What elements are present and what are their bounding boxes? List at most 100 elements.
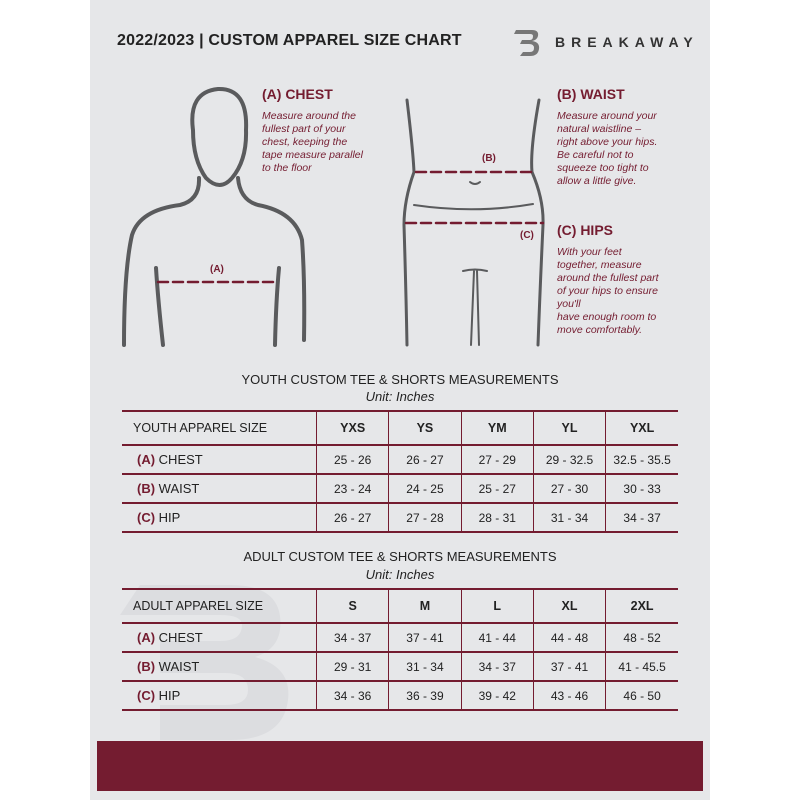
waist-heading: (B) WAIST	[557, 86, 625, 102]
measure-label: (C) HIP	[122, 502, 317, 533]
size-header: S	[315, 588, 389, 624]
measure-label: (B) WAIST	[122, 473, 317, 504]
table-cell: 46 - 50	[605, 680, 678, 711]
measure-name: HIP	[158, 688, 181, 703]
chest-heading: (A) CHEST	[262, 86, 333, 102]
table-cell: 28 - 31	[460, 502, 534, 533]
chest-marker: (A)	[210, 264, 224, 275]
measure-code: (B)	[137, 481, 156, 496]
hips-heading: (C) HIPS	[557, 222, 613, 238]
measure-name: CHEST	[158, 452, 203, 467]
table-row: (B) WAIST 23 - 24 24 - 25 25 - 27 27 - 30 30 …	[122, 473, 678, 504]
size-label: YOUTH APPAREL SIZE	[122, 410, 317, 446]
measure-code: (C)	[137, 688, 156, 703]
lower-body-figure	[402, 98, 545, 347]
hips-guide: (C) HIPS With your feet together, measur…	[557, 222, 659, 337]
table-cell: 34 - 37	[605, 502, 678, 533]
desc-line: have enough room to	[557, 311, 657, 323]
desc-line: tape measure parallel	[262, 149, 363, 161]
table-row: (A) CHEST 34 - 37 37 - 41 41 - 44 44 - 48 48 …	[122, 622, 678, 653]
measure-label: (A) CHEST	[122, 444, 317, 475]
size-header: XL	[532, 588, 606, 624]
size-label: ADULT APPAREL SIZE	[122, 588, 317, 624]
size-header: YXS	[315, 410, 389, 446]
chest-guide: (A) CHEST Measure around the fullest par…	[262, 86, 363, 175]
table-cell: 48 - 52	[605, 622, 678, 653]
size-header: 2XL	[605, 588, 678, 624]
footer-band	[97, 741, 703, 791]
table-cell: 27 - 29	[460, 444, 534, 475]
adult-size-table: ADULT APPAREL SIZE S M L XL 2XL (A) CHEST 34 - …	[122, 588, 678, 711]
adult-unit: Unit: Inches	[365, 567, 435, 582]
measure-code: (B)	[137, 659, 156, 674]
youth-size-table: YOUTH APPAREL SIZE YXS YS YM YL YXL (A) CHEST 2…	[122, 410, 678, 533]
size-header: M	[388, 588, 462, 624]
table-cell: 36 - 39	[388, 680, 462, 711]
table-cell: 25 - 26	[315, 444, 389, 475]
table-cell: 34 - 36	[315, 680, 389, 711]
size-header: YM	[460, 410, 534, 446]
desc-line: you'll	[557, 298, 581, 310]
table-cell: 31 - 34	[388, 651, 462, 682]
size-header: YL	[532, 410, 606, 446]
measure-label: (B) WAIST	[122, 651, 317, 682]
table-header-row: ADULT APPAREL SIZE S M L XL 2XL	[122, 588, 678, 624]
youth-unit: Unit: Inches	[365, 389, 435, 404]
size-header: L	[460, 588, 534, 624]
waist-marker: (B)	[482, 153, 496, 164]
measure-name: HIP	[158, 510, 181, 525]
desc-line: chest, keeping the	[262, 136, 348, 148]
table-cell: 39 - 42	[460, 680, 534, 711]
table-row: (B) WAIST 29 - 31 31 - 34 34 - 37 37 - 41 41 …	[122, 651, 678, 682]
desc-line: right above your hips.	[557, 136, 658, 148]
table-cell: 23 - 24	[315, 473, 389, 504]
desc-line: move comfortably.	[557, 324, 642, 336]
table-row: (C) HIP 26 - 27 27 - 28 28 - 31 31 - 34 34 - …	[122, 502, 678, 533]
table-cell: 37 - 41	[388, 622, 462, 653]
measure-name: CHEST	[158, 630, 203, 645]
desc-line: to the floor	[262, 162, 312, 174]
desc-line: together, measure	[557, 259, 642, 271]
table-cell: 24 - 25	[388, 473, 462, 504]
size-header: YXL	[605, 410, 678, 446]
measure-name: WAIST	[158, 481, 200, 496]
table-cell: 43 - 46	[532, 680, 606, 711]
desc-line: around the fullest part	[557, 272, 659, 284]
desc-line: Measure around your	[557, 110, 657, 122]
desc-line: squeeze too tight to	[557, 162, 649, 174]
body-figures	[122, 86, 545, 347]
table-cell: 31 - 34	[532, 502, 606, 533]
hips-description: With your feet together, measure around …	[557, 246, 659, 337]
upper-body-figure	[122, 86, 307, 347]
table-cell: 44 - 48	[532, 622, 606, 653]
desc-line: of your hips to ensure	[557, 285, 658, 297]
table-row: (A) CHEST 25 - 26 26 - 27 27 - 29 29 - 32.5 3…	[122, 444, 678, 475]
measure-code: (C)	[137, 510, 156, 525]
size-header: YS	[388, 410, 462, 446]
hip-marker: (C)	[520, 230, 534, 241]
table-cell: 34 - 37	[460, 651, 534, 682]
measure-label: (A) CHEST	[122, 622, 317, 653]
table-cell: 25 - 27	[460, 473, 534, 504]
measure-label: (C) HIP	[122, 680, 317, 711]
waist-description: Measure around your natural waistline – …	[557, 110, 657, 188]
table-cell: 32.5 - 35.5	[605, 444, 678, 475]
table-cell: 30 - 33	[605, 473, 678, 504]
table-cell: 41 - 44	[460, 622, 534, 653]
desc-line: Measure around the	[262, 110, 356, 122]
table-cell: 41 - 45.5	[605, 651, 678, 682]
table-row: (C) HIP 34 - 36 36 - 39 39 - 42 43 - 46 46 - …	[122, 680, 678, 711]
table-cell: 26 - 27	[388, 444, 462, 475]
table-header-row: YOUTH APPAREL SIZE YXS YS YM YL YXL	[122, 410, 678, 446]
desc-line: With your feet	[557, 246, 622, 258]
table-cell: 37 - 41	[532, 651, 606, 682]
desc-line: allow a little give.	[557, 175, 637, 187]
desc-line: Be careful not to	[557, 149, 634, 161]
measure-name: WAIST	[158, 659, 200, 674]
youth-table-title: YOUTH CUSTOM TEE & SHORTS MEASUREMENTS	[241, 372, 559, 387]
table-cell: 27 - 30	[532, 473, 606, 504]
desc-line: natural waistline –	[557, 123, 642, 135]
measure-code: (A)	[137, 630, 156, 645]
page-title: 2022/2023 | CUSTOM APPAREL SIZE CHART	[117, 32, 462, 49]
chest-description: Measure around the fullest part of your …	[262, 110, 363, 175]
